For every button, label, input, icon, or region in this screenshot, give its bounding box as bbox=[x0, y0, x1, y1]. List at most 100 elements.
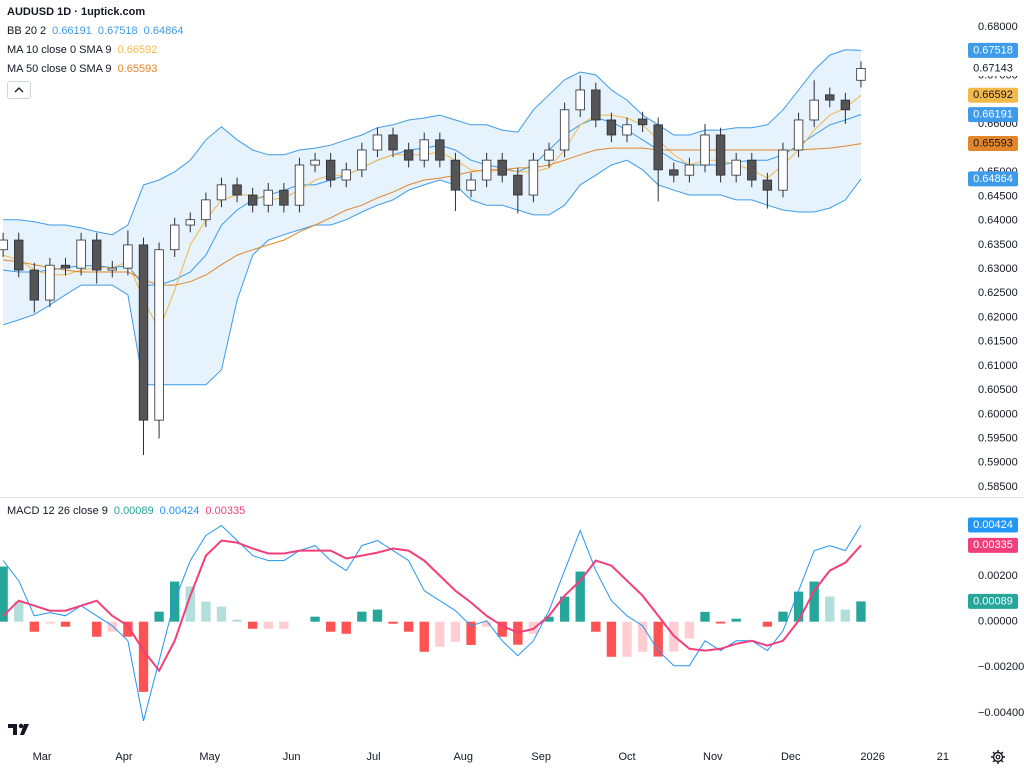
histogram-bar bbox=[778, 611, 788, 622]
settings-gear[interactable] bbox=[991, 750, 1005, 764]
y-tick-label: 0.59500 bbox=[978, 432, 1018, 444]
price-tag-label: 0.00335 bbox=[973, 539, 1013, 551]
candle-body bbox=[201, 199, 211, 221]
histogram-bar bbox=[0, 566, 8, 622]
candle-body bbox=[747, 159, 757, 181]
histogram-bar bbox=[793, 591, 804, 622]
price-tag bbox=[968, 61, 1018, 77]
y-tick-label: 0.68000 bbox=[978, 21, 1018, 33]
candle-body bbox=[169, 224, 180, 251]
histogram-bar bbox=[201, 601, 211, 622]
histogram-bar bbox=[466, 621, 476, 645]
x-tick-label: Aug bbox=[453, 751, 473, 763]
candle-body bbox=[497, 159, 507, 176]
y-tick-label: −0.00200 bbox=[978, 661, 1024, 673]
histogram-bar bbox=[310, 616, 320, 622]
indicator-name: MA 50 close 0 SMA 9 bbox=[7, 63, 112, 75]
candle-body bbox=[138, 244, 149, 421]
candle-body bbox=[528, 159, 539, 196]
histogram-bar bbox=[216, 606, 227, 622]
y-tick-label: 0.60500 bbox=[978, 384, 1018, 396]
candle-body bbox=[840, 99, 851, 111]
macd-legend: MACD 12 26 close 9 0.00089 0.00424 0.00335 bbox=[7, 502, 245, 521]
candle-body bbox=[14, 239, 24, 271]
histogram-bar bbox=[107, 621, 117, 632]
histogram-bar bbox=[559, 596, 570, 622]
histogram-bar bbox=[279, 621, 289, 629]
y-tick-label: 0.58500 bbox=[978, 481, 1018, 493]
candle-body bbox=[185, 219, 195, 226]
y-tick-label: −0.00400 bbox=[978, 707, 1024, 719]
price-tag-label: 0.65593 bbox=[973, 137, 1013, 149]
histogram-bar bbox=[715, 621, 726, 624]
candle-body bbox=[92, 239, 102, 271]
indicator-value: 0.65593 bbox=[117, 63, 158, 75]
price-tag bbox=[968, 42, 1018, 58]
y-tick-label: 0.61000 bbox=[978, 360, 1018, 372]
indicator-name: MACD 12 26 close 9 bbox=[7, 505, 108, 517]
candle-body bbox=[715, 134, 726, 176]
price-tag bbox=[968, 107, 1018, 123]
histogram-bar bbox=[60, 621, 71, 627]
x-tick-label: 2026 bbox=[860, 751, 884, 763]
price-tag bbox=[968, 537, 1018, 553]
x-tick-label: Sep bbox=[531, 751, 551, 763]
x-tick-label: Mar bbox=[33, 751, 52, 763]
histogram-bar bbox=[606, 621, 617, 657]
candle-body bbox=[341, 169, 351, 181]
histogram-bar bbox=[653, 621, 663, 657]
histogram-bar bbox=[185, 586, 195, 622]
indicator-value: 0.00424 bbox=[159, 505, 200, 517]
price-tag-label: 0.64864 bbox=[973, 173, 1013, 185]
histogram-bar bbox=[29, 621, 39, 632]
histogram-bar bbox=[14, 601, 24, 622]
price-tag bbox=[968, 593, 1018, 609]
legend-row: BB 20 2 0.66191 0.67518 0.64864 bbox=[7, 22, 183, 41]
y-tick-label: 0.60000 bbox=[978, 408, 1018, 420]
histogram-bar bbox=[247, 621, 258, 629]
collapse-legend-button[interactable] bbox=[7, 81, 31, 99]
candle-body bbox=[279, 189, 289, 206]
candle-body bbox=[481, 159, 492, 181]
candle-body bbox=[123, 244, 133, 269]
price-tag bbox=[968, 517, 1018, 533]
indicator-value: 0.66191 bbox=[52, 25, 92, 37]
histogram-bar bbox=[684, 621, 695, 639]
candle-body bbox=[372, 134, 383, 151]
histogram-bar bbox=[92, 621, 102, 637]
x-tick-label: Jun bbox=[283, 751, 301, 763]
candle-body bbox=[450, 159, 461, 191]
candle-body bbox=[513, 174, 523, 196]
y-tick-label: 0.59000 bbox=[978, 457, 1018, 469]
histogram-bar bbox=[840, 609, 851, 622]
candle-body bbox=[731, 159, 741, 176]
histogram-bar bbox=[372, 609, 383, 622]
candle-body bbox=[809, 99, 819, 121]
candle-body bbox=[310, 159, 320, 166]
histogram-bar bbox=[637, 621, 648, 652]
histogram-bar bbox=[232, 619, 242, 622]
price-tag-label: 0.66592 bbox=[973, 89, 1013, 101]
y-tick-label: 0.00200 bbox=[978, 570, 1018, 582]
chart-title: AUDUSD 1D · 1uptick.com bbox=[7, 6, 146, 18]
histogram-bar bbox=[45, 621, 55, 624]
histogram-bar bbox=[341, 621, 351, 634]
histogram-bar bbox=[263, 621, 273, 629]
tv-logo bbox=[6, 718, 32, 740]
candle-body bbox=[825, 94, 835, 101]
price-tag-label: 0.66191 bbox=[973, 109, 1013, 121]
histogram-bar bbox=[622, 621, 632, 657]
candle-body bbox=[793, 119, 804, 151]
histogram-bar bbox=[762, 621, 773, 627]
histogram-bar bbox=[575, 571, 585, 622]
histogram-bar bbox=[154, 611, 164, 622]
candle-body bbox=[325, 159, 336, 181]
y-tick-label: 0.62000 bbox=[978, 311, 1018, 323]
histogram-bar bbox=[825, 596, 835, 622]
candle-body bbox=[669, 169, 679, 176]
candle-body bbox=[544, 149, 554, 161]
indicator-value: 0.66592 bbox=[117, 44, 158, 56]
candle-body bbox=[45, 264, 55, 301]
histogram-bar bbox=[481, 621, 492, 627]
